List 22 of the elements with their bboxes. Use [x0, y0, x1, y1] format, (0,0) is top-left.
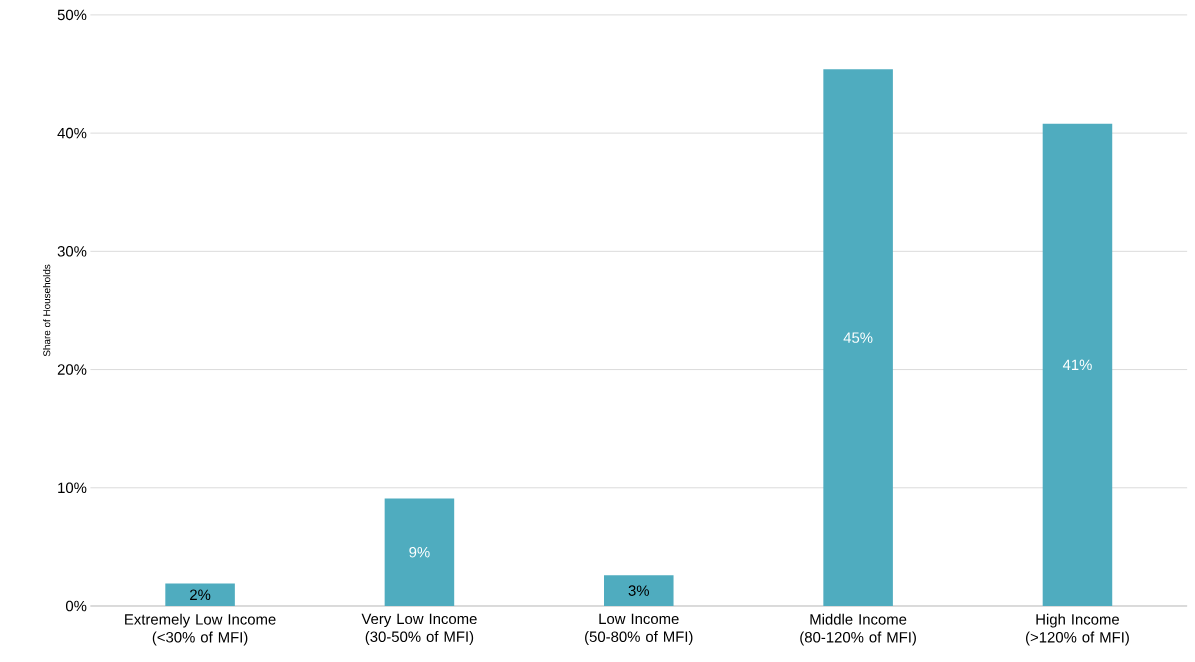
- x-tick-label: Very Low Income (30-50% of MFI): [361, 613, 477, 646]
- y-tick-label: 10%: [58, 482, 87, 494]
- data-label: 2%: [190, 589, 211, 601]
- x-tick-label: Extremely Low Income (<30% of MFI): [125, 613, 276, 646]
- data-label: 3%: [628, 585, 649, 597]
- x-tick-label: Low Income (50-80% of MFI): [585, 613, 693, 646]
- data-label: 41%: [1062, 359, 1092, 371]
- y-axis-title: Share of Households: [43, 264, 51, 357]
- x-tick-label: High Income (>120% of MFI): [1026, 613, 1129, 646]
- y-tick-label: 50%: [57, 9, 87, 21]
- bar: [165, 583, 235, 607]
- y-tick-label: 30%: [57, 246, 87, 257]
- x-tick-label: Middle Income (80-120% of MFI): [800, 613, 916, 646]
- bar: [604, 575, 674, 607]
- y-tick-label: 0%: [65, 600, 87, 612]
- y-tick-label: 20%: [57, 364, 87, 376]
- data-label: 45%: [843, 332, 873, 344]
- bar: [384, 498, 455, 607]
- y-tick-label: 40%: [57, 128, 87, 139]
- bar: [1042, 123, 1113, 607]
- bar: [823, 69, 893, 607]
- data-label: 9%: [409, 547, 430, 558]
